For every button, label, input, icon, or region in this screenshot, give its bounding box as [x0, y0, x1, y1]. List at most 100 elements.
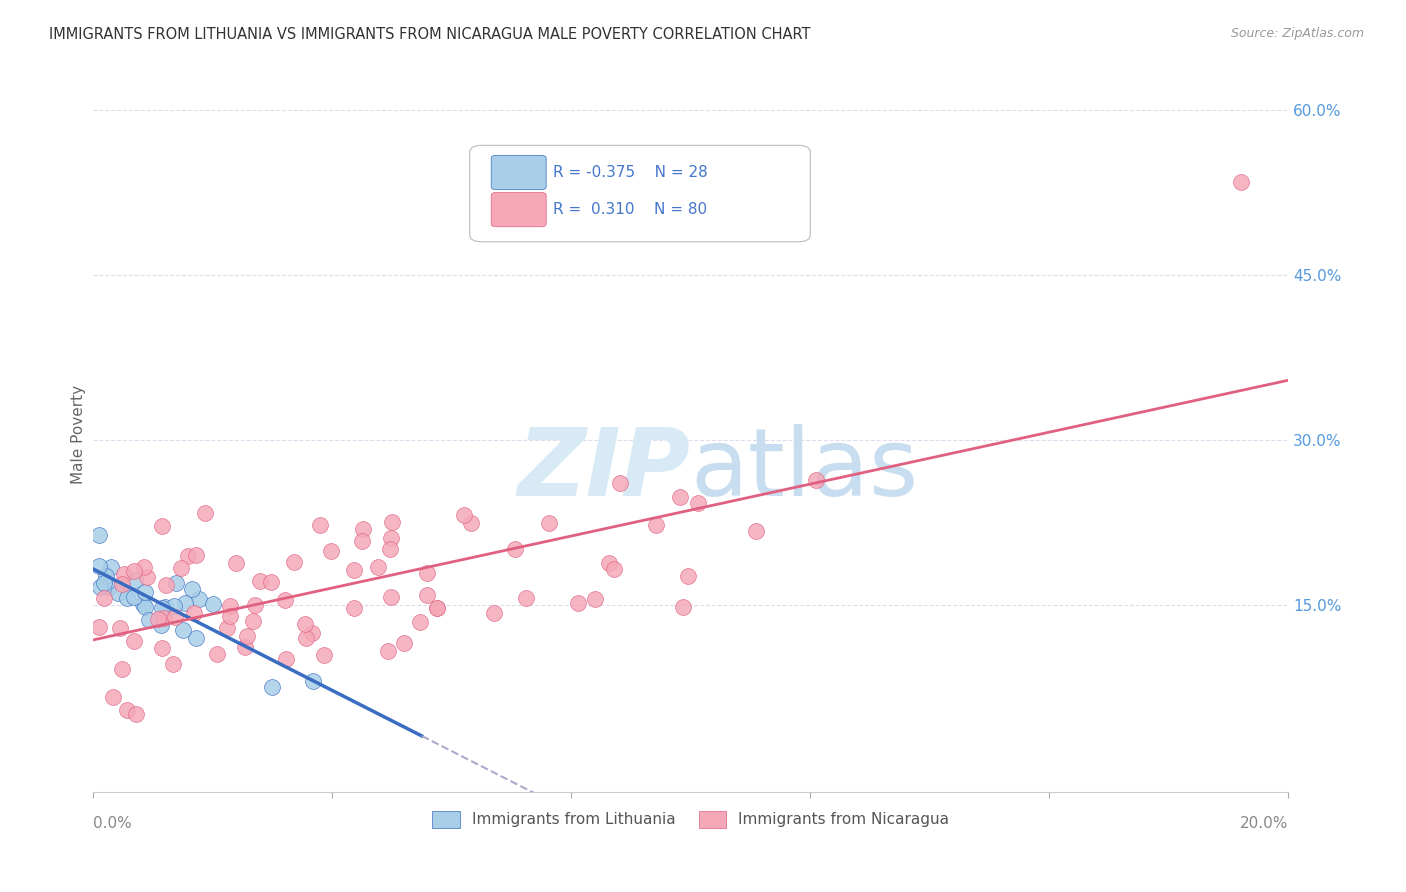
Text: 20.0%: 20.0% — [1240, 816, 1288, 831]
Legend: Immigrants from Lithuania, Immigrants from Nicaragua: Immigrants from Lithuania, Immigrants fr… — [426, 805, 956, 834]
Point — [235, 640, 257, 655]
Point — [249, 574, 271, 588]
Point — [89, 580, 111, 594]
Point — [1229, 175, 1251, 189]
Point — [217, 621, 239, 635]
Point — [460, 516, 482, 530]
Text: Source: ZipAtlas.com: Source: ZipAtlas.com — [1230, 27, 1364, 40]
Point — [122, 564, 145, 578]
Point — [177, 549, 200, 563]
Point — [381, 516, 404, 530]
Point — [274, 652, 297, 666]
Point — [352, 534, 374, 549]
Point — [416, 566, 439, 580]
Point — [380, 590, 402, 604]
Point — [131, 597, 153, 611]
Point — [243, 598, 266, 612]
Point — [89, 558, 111, 573]
Point — [567, 596, 589, 610]
Point — [117, 703, 139, 717]
Point — [112, 567, 135, 582]
Point — [194, 506, 217, 520]
Point — [101, 690, 124, 704]
Point — [804, 473, 827, 487]
Point — [377, 644, 399, 658]
Point — [172, 624, 194, 638]
Point — [609, 475, 631, 490]
Point — [603, 562, 626, 576]
Point — [124, 633, 146, 648]
Text: IMMIGRANTS FROM LITHUANIA VS IMMIGRANTS FROM NICARAGUA MALE POVERTY CORRELATION : IMMIGRANTS FROM LITHUANIA VS IMMIGRANTS … — [49, 27, 811, 42]
Point — [367, 559, 389, 574]
Point — [134, 599, 156, 614]
Point — [153, 599, 176, 614]
Text: atlas: atlas — [690, 425, 920, 516]
Point — [274, 593, 297, 607]
Point — [537, 516, 560, 530]
Point — [165, 576, 187, 591]
Point — [225, 556, 247, 570]
Point — [583, 591, 606, 606]
Point — [218, 599, 240, 614]
Point — [482, 606, 505, 620]
Point — [319, 544, 342, 558]
FancyBboxPatch shape — [491, 193, 546, 227]
Point — [380, 532, 402, 546]
Point — [686, 496, 709, 510]
Point — [294, 616, 316, 631]
Point — [111, 577, 134, 591]
Point — [134, 584, 156, 599]
Point — [155, 578, 177, 592]
Point — [378, 542, 401, 557]
Point — [165, 610, 187, 624]
Point — [302, 673, 325, 688]
Point — [150, 617, 173, 632]
Point — [107, 586, 129, 600]
Point — [136, 570, 159, 584]
Point — [150, 519, 173, 533]
Point — [111, 662, 134, 676]
Point — [343, 600, 366, 615]
Point — [183, 606, 205, 620]
Point — [301, 625, 323, 640]
Point — [352, 522, 374, 536]
Point — [202, 597, 225, 611]
Point — [125, 706, 148, 721]
Point — [174, 596, 197, 610]
Point — [170, 561, 193, 575]
Point — [146, 612, 169, 626]
Point — [150, 640, 173, 655]
Point — [416, 588, 439, 602]
Point — [96, 568, 118, 582]
Point — [676, 568, 699, 582]
Point — [408, 615, 430, 630]
Point — [453, 508, 475, 522]
Point — [294, 631, 316, 645]
Point — [242, 615, 264, 629]
Point — [644, 517, 666, 532]
Point — [672, 600, 695, 615]
Point — [598, 556, 620, 570]
Point — [515, 591, 537, 605]
Point — [122, 590, 145, 604]
Point — [343, 563, 366, 577]
Text: R =  0.310    N = 80: R = 0.310 N = 80 — [554, 202, 707, 217]
Point — [162, 599, 184, 613]
Text: ZIP: ZIP — [517, 425, 690, 516]
Point — [186, 548, 208, 562]
Point — [138, 614, 160, 628]
Point — [98, 580, 121, 594]
Point — [100, 559, 122, 574]
Point — [219, 609, 242, 624]
Point — [181, 582, 204, 597]
Point — [312, 648, 335, 662]
FancyBboxPatch shape — [491, 155, 546, 190]
Point — [205, 647, 228, 661]
Point — [124, 573, 146, 587]
Point — [236, 629, 259, 643]
Point — [426, 601, 449, 615]
Point — [503, 542, 526, 557]
Point — [93, 591, 115, 606]
Point — [262, 680, 284, 694]
Text: R = -0.375    N = 28: R = -0.375 N = 28 — [554, 165, 709, 180]
